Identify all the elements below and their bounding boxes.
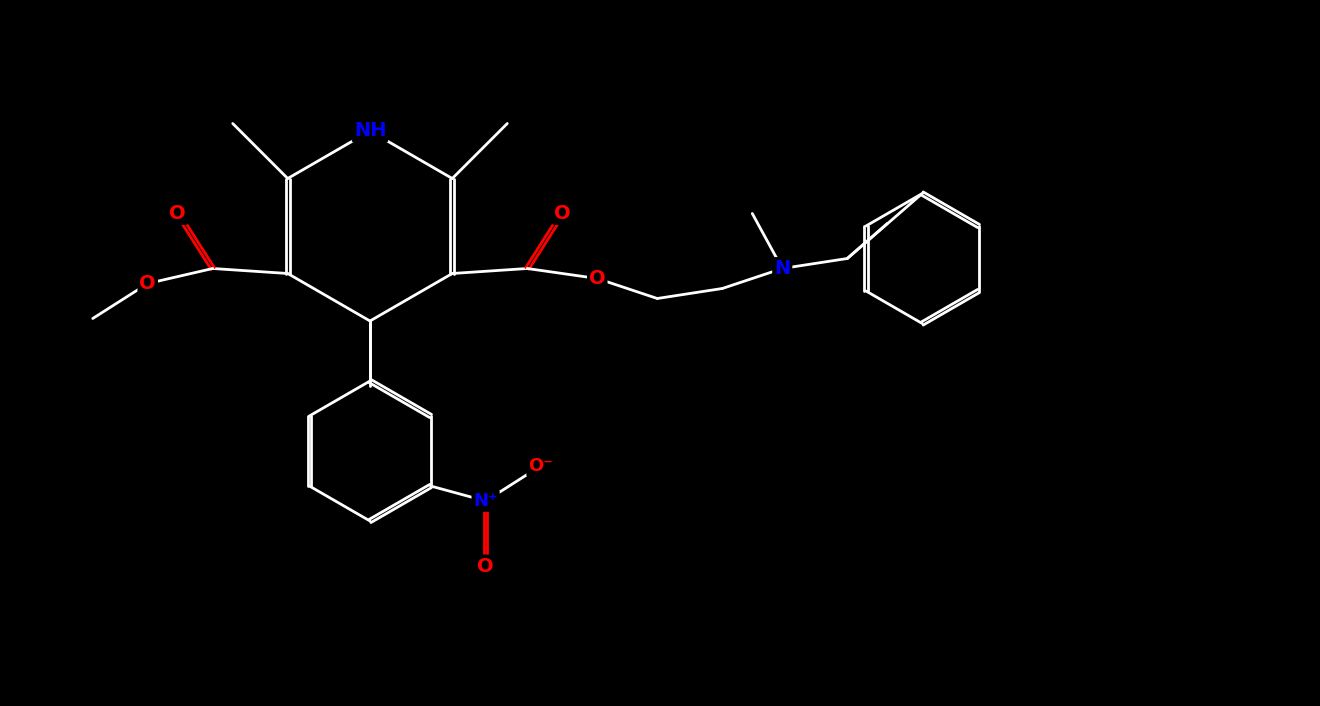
Text: O: O <box>554 204 570 223</box>
Text: O: O <box>140 274 156 293</box>
Text: N: N <box>774 259 791 278</box>
Text: O⁻: O⁻ <box>528 457 553 475</box>
Text: O: O <box>169 204 186 223</box>
Text: N⁺: N⁺ <box>474 492 498 510</box>
Text: NH: NH <box>354 121 387 140</box>
Text: O: O <box>478 556 494 575</box>
Text: O: O <box>589 269 606 288</box>
